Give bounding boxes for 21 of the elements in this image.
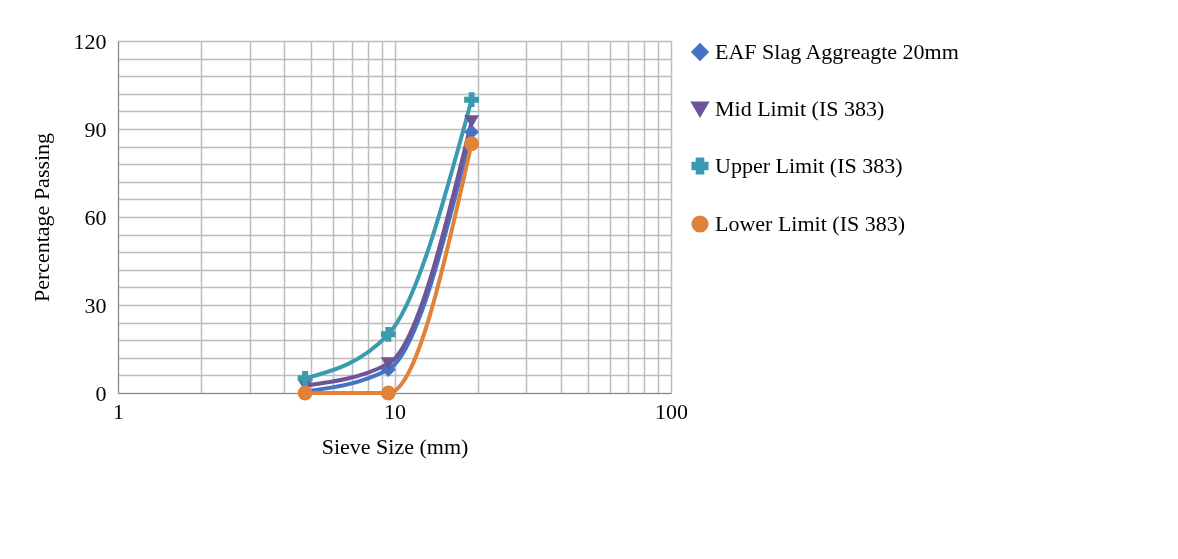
y-tick-label: 120: [73, 28, 107, 54]
point: [464, 115, 479, 129]
point: [380, 326, 396, 342]
legend-label: EAF Slag Aggreagte 20mm: [715, 39, 959, 64]
point: [464, 92, 479, 108]
y-tick-label: 60: [84, 204, 107, 230]
legend-label: Lower Limit (IS 383): [715, 211, 906, 236]
point: [464, 136, 479, 152]
y-tick-label: 0: [95, 380, 107, 406]
y-axis-title: Percentage Passing: [28, 132, 54, 303]
point: [380, 385, 396, 401]
x-tick-label: 10: [384, 398, 406, 424]
legend-label: Mid Limit (IS 383): [715, 96, 885, 121]
point: [380, 357, 396, 371]
y-tick-label: 90: [84, 116, 107, 142]
legend-label: Upper Limit (IS 383): [715, 153, 903, 178]
x-tick-label: 1: [113, 398, 124, 424]
x-axis-title: Sieve Size (mm): [321, 433, 469, 459]
x-tick-label: 100: [655, 398, 688, 424]
y-tick-label: 30: [84, 292, 107, 318]
point: [297, 370, 313, 386]
